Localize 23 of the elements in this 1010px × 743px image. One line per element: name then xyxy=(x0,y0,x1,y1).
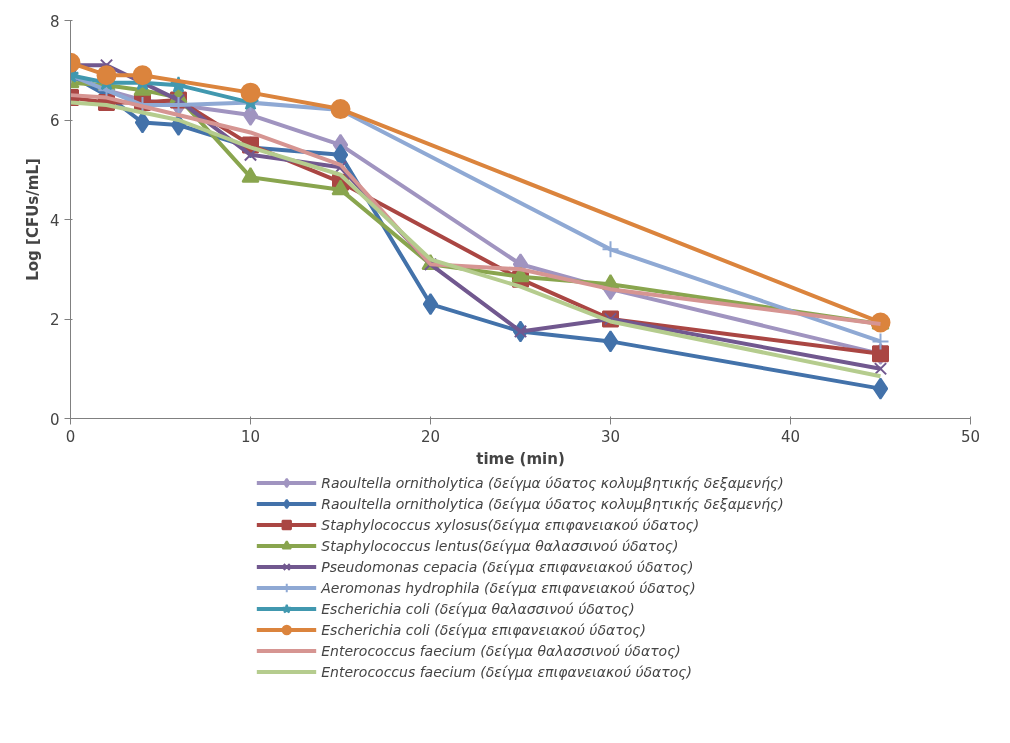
legend-label: Aeromonas hydrophila (δείγμα επιφανειακού ύδατος) xyxy=(321,578,696,598)
x-axis-title: time (min) xyxy=(476,449,565,468)
x-tick-label: 30 xyxy=(600,427,621,446)
legend-label: Escherichia coli (δείγμα θαλασσινού ύδατος) xyxy=(321,599,635,619)
legend-label: Enterococcus faecium (δείγμα επιφανειακού ύδατος) xyxy=(321,662,693,682)
y-tick-label: 8 xyxy=(49,12,60,31)
x-tick-label: 40 xyxy=(780,427,801,446)
x-tick-label: 10 xyxy=(240,427,261,446)
legend-label: Raoultella ornitholytica (δείγμα ύδατος κολυμβητικής δεξαμενής) xyxy=(321,494,784,514)
x-tick-label: 20 xyxy=(420,427,441,446)
legend-label: Enterococcus faecium (δείγμα θαλασσινού ύδατος) xyxy=(321,641,681,661)
legend-label: Staphylococcus xylosus(δείγμα επιφανειακού ύδατος) xyxy=(321,515,700,535)
legend-label: Pseudomonas cepacia (δείγμα επιφανειακού ύδατος) xyxy=(321,557,694,577)
y-tick-label: 6 xyxy=(49,112,60,130)
x-tick-label: 0 xyxy=(65,427,76,446)
x-tick-label: 50 xyxy=(960,427,981,446)
legend-label: Raoultella ornitholytica (δείγμα ύδατος κολυμβητικής δεξαμενής) xyxy=(321,473,784,493)
y-axis-title: Log [CFUs/mL] xyxy=(23,158,42,281)
y-tick-label: 0 xyxy=(49,410,60,429)
y-tick-label: 4 xyxy=(49,211,60,230)
y-tick-label: 2 xyxy=(49,311,60,329)
legend-label: Staphylococcus lentus(δείγμα θαλασσινού ύδατος) xyxy=(321,536,679,556)
legend-label: Escherichia coli (δείγμα επιφανειακού ύδατος) xyxy=(321,620,646,640)
